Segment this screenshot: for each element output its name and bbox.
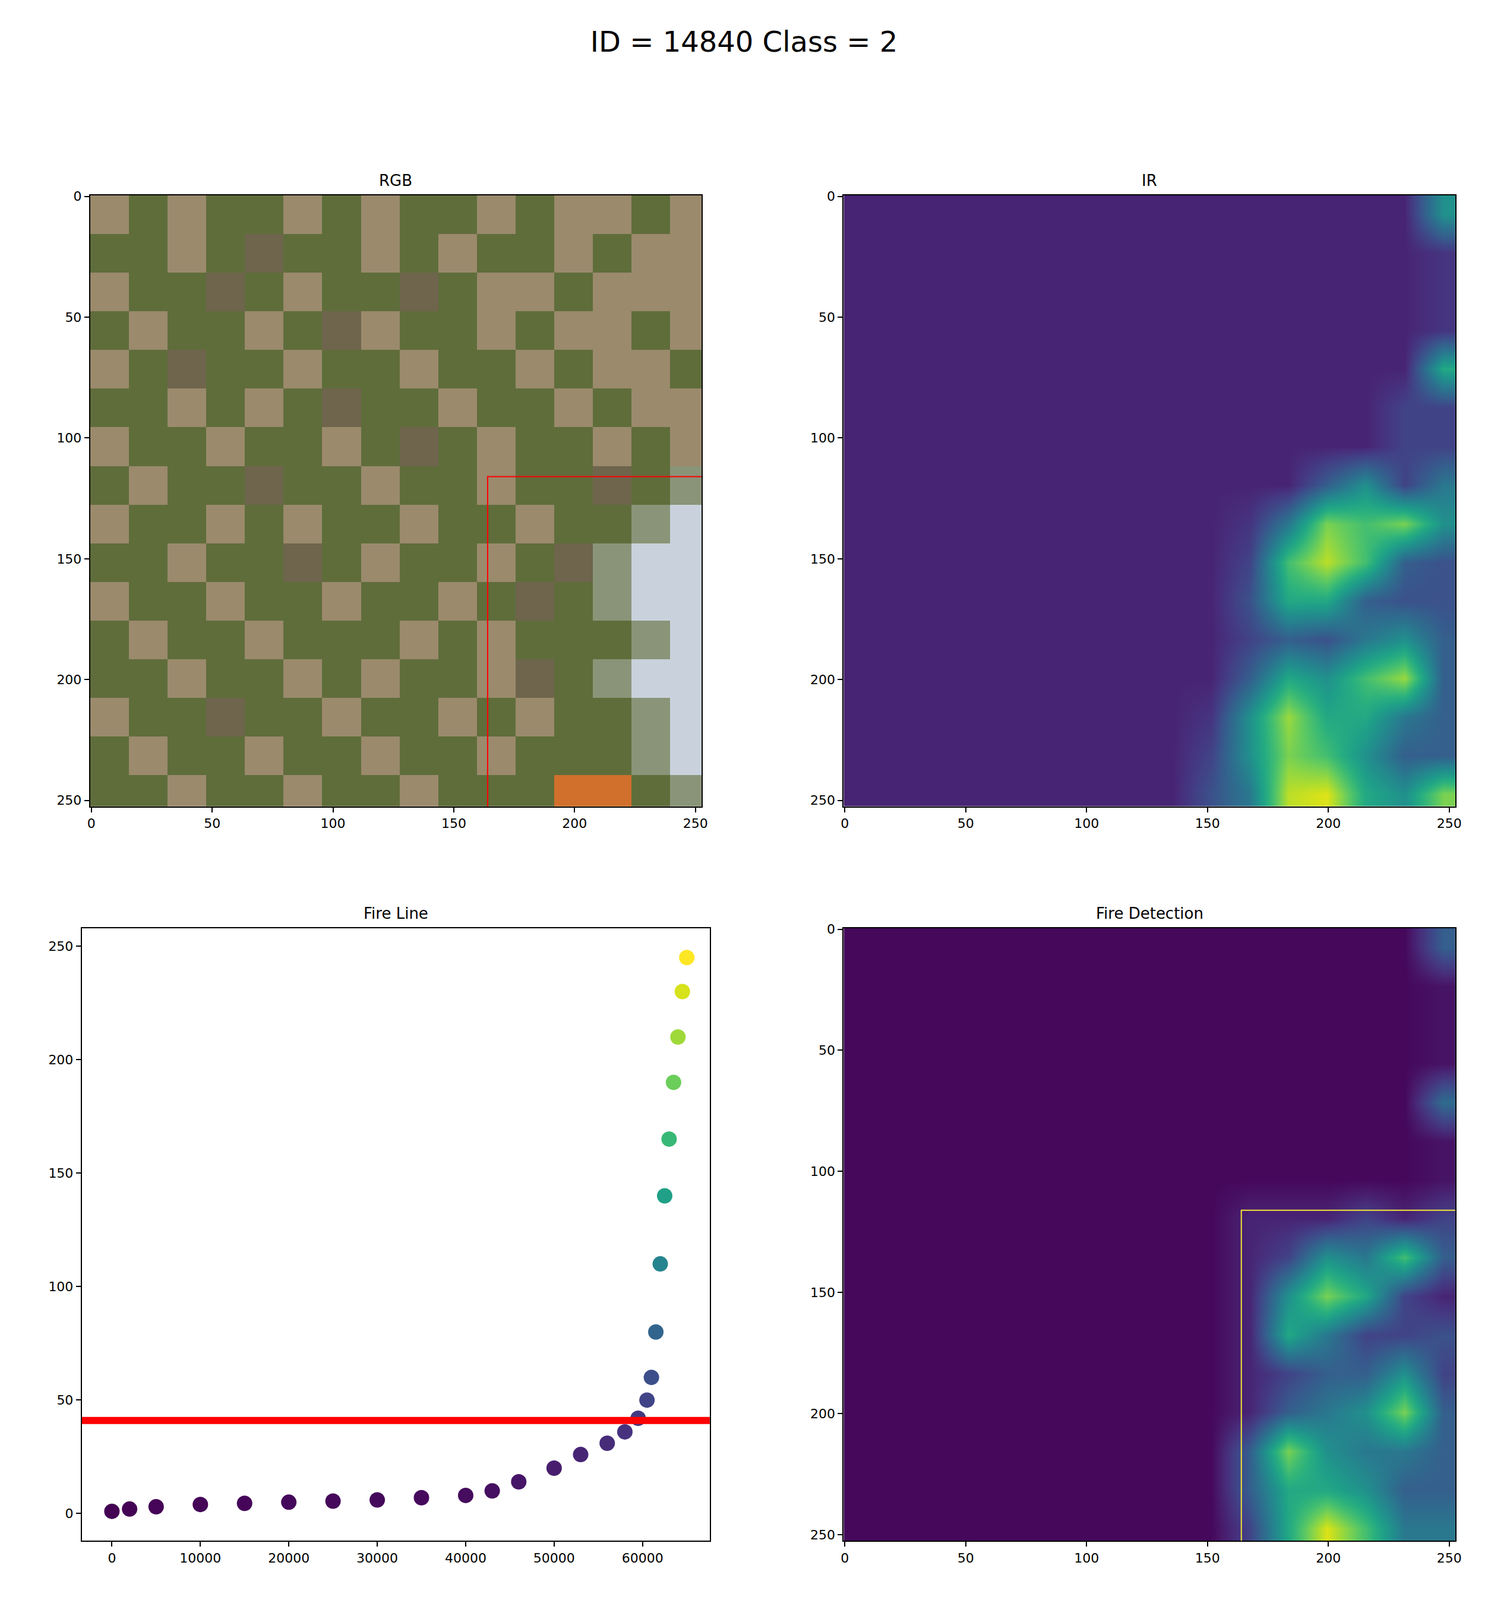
svg-text:200: 200: [561, 816, 587, 832]
svg-text:150: 150: [1195, 816, 1221, 832]
svg-text:150: 150: [810, 551, 836, 567]
svg-text:0: 0: [73, 188, 82, 204]
svg-text:RGB: RGB: [378, 171, 413, 190]
svg-text:Fire Detection: Fire Detection: [1095, 904, 1204, 923]
svg-text:200: 200: [48, 1052, 74, 1068]
svg-text:100: 100: [1073, 1550, 1099, 1566]
svg-text:20000: 20000: [267, 1550, 310, 1566]
svg-text:50: 50: [818, 310, 836, 325]
svg-text:100: 100: [810, 1164, 836, 1180]
svg-text:0: 0: [840, 1550, 849, 1566]
svg-text:200: 200: [1315, 1550, 1341, 1566]
svg-text:ID = 14840 Class = 2: ID = 14840 Class = 2: [590, 24, 898, 59]
svg-text:150: 150: [1195, 1550, 1221, 1566]
svg-text:0: 0: [840, 816, 849, 832]
svg-text:0: 0: [87, 816, 96, 832]
svg-text:50: 50: [56, 1392, 74, 1408]
svg-text:200: 200: [810, 1406, 836, 1422]
svg-text:Fire Line: Fire Line: [363, 904, 429, 923]
svg-text:150: 150: [56, 551, 82, 567]
svg-text:0: 0: [826, 188, 836, 204]
svg-text:0: 0: [826, 921, 836, 937]
svg-text:IR: IR: [1141, 171, 1158, 190]
svg-text:200: 200: [810, 672, 836, 688]
svg-text:250: 250: [810, 1527, 836, 1543]
svg-text:100: 100: [1073, 816, 1099, 832]
svg-text:100: 100: [48, 1279, 74, 1295]
svg-text:0: 0: [107, 1550, 116, 1566]
svg-text:200: 200: [1315, 816, 1341, 832]
svg-text:250: 250: [56, 793, 82, 808]
svg-text:250: 250: [683, 816, 709, 832]
svg-text:0: 0: [64, 1506, 74, 1522]
svg-text:50: 50: [818, 1043, 836, 1058]
svg-text:100: 100: [320, 816, 346, 832]
svg-text:50: 50: [64, 310, 82, 325]
svg-text:50: 50: [957, 816, 975, 832]
svg-text:250: 250: [1436, 1550, 1462, 1566]
svg-text:250: 250: [1436, 816, 1462, 832]
svg-text:40000: 40000: [444, 1550, 487, 1566]
svg-text:200: 200: [56, 672, 82, 688]
svg-text:10000: 10000: [179, 1550, 221, 1566]
svg-text:60000: 60000: [621, 1550, 664, 1566]
svg-text:150: 150: [48, 1166, 74, 1181]
svg-text:30000: 30000: [356, 1550, 398, 1566]
svg-text:250: 250: [48, 939, 74, 954]
svg-text:100: 100: [810, 430, 836, 446]
svg-text:250: 250: [810, 793, 836, 808]
svg-text:150: 150: [441, 816, 467, 832]
svg-text:100: 100: [56, 430, 82, 446]
svg-text:50: 50: [203, 816, 221, 832]
svg-text:150: 150: [810, 1285, 836, 1301]
svg-text:50000: 50000: [533, 1550, 576, 1566]
svg-text:50: 50: [957, 1550, 975, 1566]
